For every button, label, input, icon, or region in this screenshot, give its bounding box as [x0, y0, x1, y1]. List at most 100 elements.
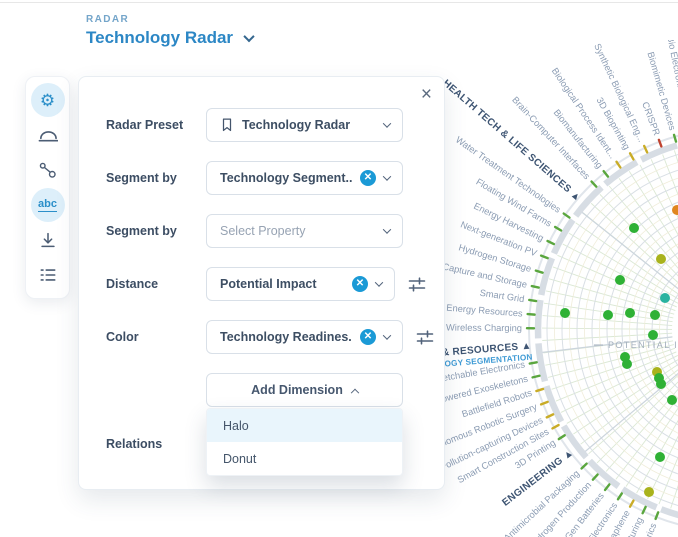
sliders-icon: [408, 276, 426, 292]
field-distance: Distance Potential Impact ✕: [106, 267, 426, 301]
add-dimension-menu: Halo Donut: [206, 408, 403, 476]
radar-blip[interactable]: [655, 452, 665, 462]
status-dash-icon: [553, 225, 563, 232]
status-dash-icon: [551, 423, 560, 430]
add-dimension-button[interactable]: Add Dimension: [206, 373, 403, 407]
status-dash-icon: [591, 473, 599, 481]
radar-blip[interactable]: [656, 379, 666, 389]
clear-icon[interactable]: ✕: [352, 276, 368, 292]
chevron-up-icon: [350, 388, 360, 398]
status-dash-icon: [590, 180, 598, 188]
page-title: Technology Radar: [86, 28, 234, 47]
chevron-down-icon: [382, 119, 392, 128]
radar-view-button[interactable]: [31, 118, 65, 152]
radar-config-panel: × Radar Preset Technology Radar Segment …: [78, 76, 445, 490]
radar-blip[interactable]: [656, 254, 666, 264]
radar-ring: [603, 159, 639, 187]
download-button[interactable]: [31, 223, 65, 257]
tool-sidebar: ⚙ abc: [25, 76, 70, 299]
radar-blip[interactable]: [625, 308, 635, 318]
distance-select[interactable]: Potential Impact ✕: [206, 267, 395, 301]
status-dash-icon: [580, 462, 588, 470]
radar-blip[interactable]: [667, 395, 677, 405]
select-value: Technology Radar: [242, 118, 351, 132]
menu-item-halo[interactable]: Halo: [207, 409, 402, 442]
status-dash-icon: [615, 160, 622, 169]
field-label: Segment by: [106, 171, 177, 185]
select-placeholder: Select Property: [220, 224, 306, 238]
segment-by-select[interactable]: Technology Segment... ✕: [206, 161, 403, 195]
add-dimension-row: Add Dimension: [206, 373, 426, 407]
status-dash-icon: [539, 400, 549, 406]
status-dash-icon: [654, 511, 660, 521]
select-value: Technology Readines...: [220, 330, 352, 344]
status-dash-icon: [530, 284, 540, 289]
radar-blip[interactable]: [644, 487, 654, 497]
color-adjust-button[interactable]: [416, 329, 434, 345]
radar-blip[interactable]: [648, 330, 658, 340]
list-button[interactable]: [31, 258, 65, 292]
radar-blip[interactable]: [660, 293, 670, 303]
status-dash-icon: [528, 361, 538, 365]
status-dash-icon: [602, 169, 610, 178]
status-dash-icon: [628, 152, 635, 161]
close-icon[interactable]: ×: [420, 84, 432, 105]
status-dash-icon: [535, 387, 545, 393]
radar-ring: [543, 385, 565, 424]
status-dash-icon: [657, 138, 663, 148]
relations-button[interactable]: [31, 153, 65, 187]
title-chevron-down-icon[interactable]: [243, 30, 255, 43]
svg-text:Smart Grid: Smart Grid: [479, 288, 525, 305]
status-dash-icon: [526, 312, 536, 316]
radar-ring: [639, 142, 678, 163]
status-dash-icon: [616, 492, 624, 501]
radar-ring: [620, 486, 658, 511]
radar-ring: [660, 506, 678, 519]
select-value: Potential Impact: [220, 277, 317, 291]
field-segment-by-1: Segment by Technology Segment... ✕: [106, 161, 426, 195]
radar-blip[interactable]: [615, 275, 625, 285]
settings-button[interactable]: ⚙: [30, 83, 65, 117]
abc-icon: abc: [38, 198, 57, 212]
status-dash-icon: [603, 483, 611, 492]
status-dash-icon: [546, 239, 556, 246]
radar-preset-select[interactable]: Technology Radar: [206, 108, 403, 142]
chevron-down-icon: [374, 278, 384, 287]
menu-item-donut[interactable]: Donut: [223, 451, 257, 466]
clear-icon[interactable]: ✕: [360, 170, 376, 186]
field-label: Distance: [106, 277, 159, 291]
radar-ring: [534, 299, 544, 339]
radar-blip[interactable]: [629, 223, 639, 233]
radar-item-label[interactable]: Smart Grid: [479, 288, 538, 306]
radar-blip[interactable]: [622, 359, 632, 369]
radar-item-label[interactable]: Wireless Charging: [446, 323, 536, 334]
status-dash-icon: [557, 434, 566, 441]
segment-by-2-select[interactable]: Select Property: [206, 214, 403, 248]
status-dash-icon: [641, 505, 647, 515]
status-dash-icon: [562, 212, 571, 219]
radar-blip[interactable]: [603, 310, 613, 320]
color-select[interactable]: Technology Readines... ✕: [206, 320, 403, 354]
bookmark-icon: [222, 118, 232, 132]
status-dash-icon: [531, 374, 541, 379]
radar-ring: [538, 256, 556, 296]
status-dash-icon: [643, 144, 649, 154]
field-segment-by-2: Segment by Select Property: [106, 214, 426, 248]
clear-icon[interactable]: ✕: [360, 329, 376, 345]
radar-blip[interactable]: [560, 308, 570, 318]
field-label: Color: [106, 330, 139, 344]
field-label: Segment by: [106, 224, 177, 238]
chevron-down-icon: [382, 331, 392, 340]
download-icon: [40, 232, 55, 247]
radar-ring: [587, 458, 621, 489]
svg-text:Wireless Charging: Wireless Charging: [446, 323, 522, 334]
radar-blip[interactable]: [672, 205, 678, 215]
radar-eyebrow: RADAR: [86, 14, 130, 25]
radar-blip[interactable]: [650, 310, 660, 320]
labels-button[interactable]: abc: [30, 188, 65, 222]
distance-adjust-button[interactable]: [408, 276, 426, 292]
status-dash-icon: [539, 254, 549, 260]
gear-icon: ⚙: [39, 90, 56, 110]
radar-ring: [560, 424, 589, 460]
